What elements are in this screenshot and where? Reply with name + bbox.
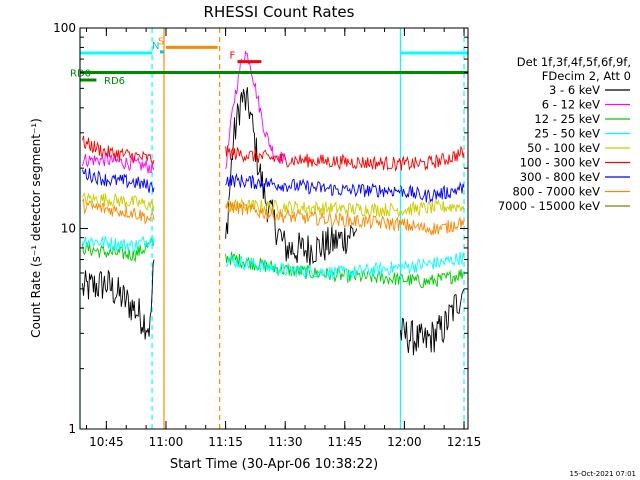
legend-label-7: 800 - 7000 keV bbox=[512, 185, 600, 199]
series-3-segment-2 bbox=[399, 251, 465, 275]
bar-label-1: S bbox=[158, 36, 164, 47]
series-0-segment-2 bbox=[399, 288, 465, 356]
x-tick-label-3: 11:30 bbox=[268, 435, 303, 449]
legend-label-5: 100 - 300 keV bbox=[520, 156, 600, 170]
series-3-segment-1 bbox=[225, 254, 401, 280]
series-1-segment-1 bbox=[225, 50, 286, 170]
series-6-segment-0 bbox=[82, 168, 155, 193]
legend-label-8: 7000 - 15000 keV bbox=[498, 199, 600, 213]
plot-area: SN F RD0 RD6 bbox=[70, 28, 468, 429]
legend-label-6: 300 - 800 keV bbox=[520, 170, 600, 184]
x-tick-label-0: 10:45 bbox=[89, 435, 124, 449]
chart-title: RHESSI Count Rates bbox=[204, 3, 355, 21]
y-tick-label-1: 10 bbox=[61, 222, 76, 236]
series-6-segment-2 bbox=[400, 181, 465, 204]
x-tick-label-2: 11:15 bbox=[208, 435, 243, 449]
legend-label-4: 50 - 100 keV bbox=[527, 141, 600, 155]
footer-date: 15-Oct-2021 07:01 bbox=[570, 470, 636, 478]
legend-label-2: 12 - 25 keV bbox=[534, 112, 600, 126]
series-5-segment-1 bbox=[225, 145, 401, 172]
series-4-segment-0 bbox=[82, 192, 155, 212]
x-tick-label-5: 12:00 bbox=[387, 435, 422, 449]
series-7-segment-1 bbox=[225, 201, 401, 232]
x-tick-label-4: 11:45 bbox=[328, 435, 363, 449]
series-0-segment-0 bbox=[82, 259, 155, 340]
bar-label-3: F bbox=[230, 51, 236, 62]
series-7-segment-0 bbox=[82, 197, 155, 225]
y-axis-label: Count Rate (s⁻¹ detector segment⁻¹) bbox=[29, 118, 43, 338]
series-2-segment-0 bbox=[82, 237, 155, 263]
legend-header-line-1: Det 1f,3f,4f,5f,6f,9f, bbox=[517, 55, 631, 69]
series-4-segment-1 bbox=[225, 197, 401, 218]
legend-label-3: 25 - 50 keV bbox=[534, 127, 600, 141]
series-4-segment-2 bbox=[400, 199, 465, 217]
rd-label-0: RD0 bbox=[70, 68, 91, 79]
x-tick-label-1: 11:00 bbox=[149, 435, 184, 449]
x-axis-label: Start Time (30-Apr-06 10:38:22) bbox=[170, 457, 378, 472]
bar-label-2: N bbox=[152, 41, 159, 52]
y-tick-label-2: 100 bbox=[53, 21, 76, 35]
legend-label-0: 3 - 6 keV bbox=[549, 83, 600, 97]
series-2-segment-2 bbox=[399, 268, 465, 289]
x-tick-label-6: 12:15 bbox=[447, 435, 482, 449]
rd-label-1: RD6 bbox=[104, 76, 125, 87]
series-5-segment-0 bbox=[82, 135, 155, 165]
y-tick-label-0: 1 bbox=[68, 422, 76, 436]
series-1-segment-0 bbox=[82, 152, 155, 174]
series-5-segment-2 bbox=[399, 145, 465, 171]
series-3-segment-0 bbox=[82, 235, 155, 254]
legend-label-1: 6 - 12 keV bbox=[542, 98, 600, 112]
legend-header-line-2: FDecim 2, Att 0 bbox=[542, 69, 631, 83]
axes: 10:45 11:00 11:15 11:30 11:45 12:00 12:15 1 10 10… bbox=[53, 21, 481, 449]
series-6-segment-1 bbox=[225, 172, 401, 198]
series-0-segment-1 bbox=[225, 87, 358, 267]
legend: Det 1f,3f,4f,5f,6f,9f, FDecim 2, Att 0 3… bbox=[498, 55, 631, 213]
series-7-segment-2 bbox=[399, 216, 465, 236]
